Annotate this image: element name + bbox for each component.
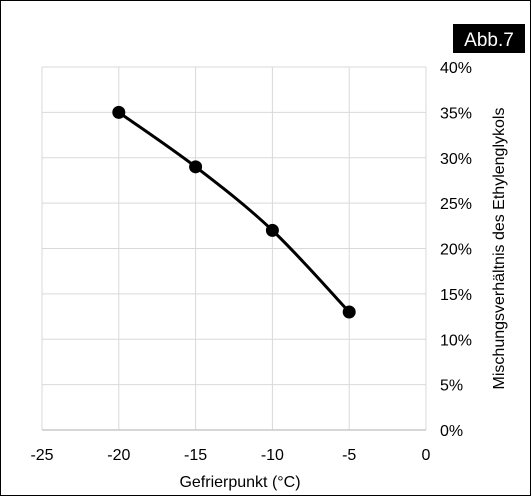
x-axis-title: Gefrierpunkt (°C) (179, 474, 300, 491)
y-tick-label: 40% (440, 60, 472, 77)
x-tick-label: -10 (261, 447, 284, 464)
y-axis-title: Mischungsverhältnis des Ethylenglykols (491, 108, 508, 390)
y-tick-labels: 0% 5% 10% 15% 20% 25% 30% 35% 40% (440, 60, 472, 440)
x-tick-label: -20 (107, 447, 130, 464)
x-tick-label: -25 (30, 447, 53, 464)
x-tick-labels: -25 -20 -15 -10 -5 0 (30, 447, 430, 464)
data-point (265, 223, 279, 237)
y-tick-label: 25% (440, 196, 472, 213)
y-tick-label: 10% (440, 332, 472, 349)
grid (41, 66, 427, 431)
data-point (112, 105, 126, 119)
y-tick-label: 30% (440, 151, 472, 168)
data-point (342, 305, 356, 319)
y-tick-label: 15% (440, 287, 472, 304)
y-tick-label: 0% (440, 423, 463, 440)
y-tick-label: 20% (440, 242, 472, 259)
figure-badge: Abb.7 (453, 24, 525, 53)
figure-badge-background (453, 24, 525, 53)
y-tick-label: 5% (440, 378, 463, 395)
series-line (117, 111, 351, 314)
y-tick-label: 35% (440, 105, 472, 122)
x-tick-label: -5 (342, 447, 356, 464)
series (112, 105, 356, 319)
figure-badge-label: Abb.7 (464, 30, 514, 51)
data-point (189, 160, 203, 174)
x-tick-label: -15 (184, 447, 207, 464)
x-tick-label: 0 (422, 447, 431, 464)
